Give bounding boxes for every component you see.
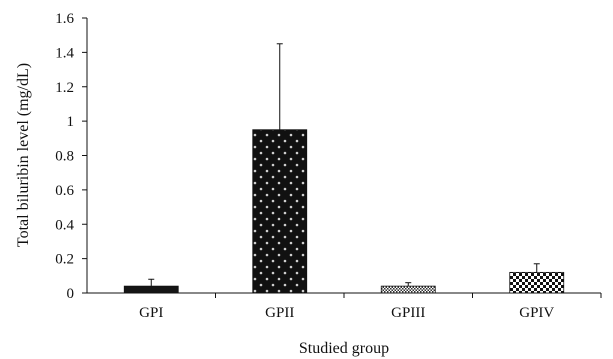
x-axis-title: Studied group — [299, 340, 389, 357]
y-tick-label: 1.2 — [55, 80, 74, 96]
bar-gpiii — [380, 285, 436, 294]
x-tick-label: GPIII — [391, 305, 425, 321]
x-tick-label: GPIV — [519, 305, 554, 321]
x-ticks: GPI GPII GPIII GPIV — [139, 293, 602, 321]
y-axis-title: Total biluribin level (mg/dL) — [15, 63, 32, 247]
bar-gpi — [123, 285, 179, 294]
y-tick-label: 0.4 — [55, 217, 74, 233]
bar-gpii — [252, 129, 308, 294]
bars — [123, 129, 565, 294]
y-tick-label: 0.2 — [55, 252, 74, 268]
y-tick-label: 1.4 — [55, 45, 74, 61]
y-tick-label: 0.8 — [55, 149, 74, 165]
y-tick-label: 1 — [67, 114, 75, 130]
bar-gpiv — [509, 271, 565, 294]
y-ticks: 0 0.2 0.4 0.6 0.8 1 1.2 1.4 1.6 — [55, 11, 87, 302]
y-tick-label: 0.6 — [55, 183, 74, 199]
y-tick-label: 1.6 — [55, 11, 74, 27]
x-tick-label: GPI — [139, 305, 163, 321]
y-tick-label: 0 — [67, 286, 75, 302]
error-bars — [148, 43, 540, 287]
x-tick-label: GPII — [265, 305, 294, 321]
